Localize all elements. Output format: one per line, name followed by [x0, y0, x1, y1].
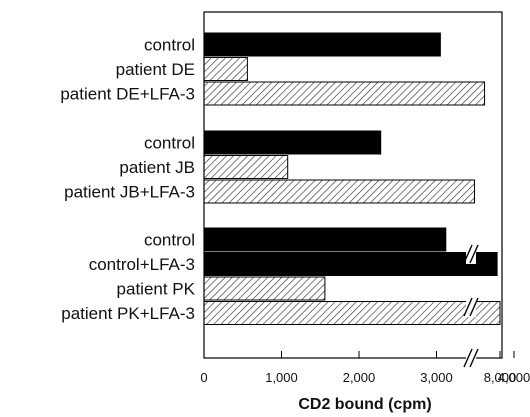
x-tick-label: 3,000 [420, 370, 453, 385]
category-label: control [144, 36, 195, 55]
bar-patient-pk [203, 276, 326, 301]
x-tick-label: 8,000 [484, 370, 517, 385]
bar-patient-jb-lfa-3 [203, 179, 475, 204]
category-label: patient DE+LFA-3 [60, 85, 195, 104]
x-tick-label: 2,000 [343, 370, 376, 385]
category-label: patient DE [116, 60, 195, 79]
axis-break-mark-bar2-gap [466, 297, 476, 317]
bar-patient-de-lfa-3 [203, 81, 486, 106]
bar-patient-jb [203, 155, 289, 179]
category-label: patient PK [117, 280, 196, 299]
category-label: control+LFA-3 [89, 255, 195, 274]
bar-control [203, 32, 441, 57]
plot-frame [203, 11, 503, 359]
category-label: patient JB+LFA-3 [64, 183, 195, 202]
category-label: control [144, 134, 195, 153]
category-label: control [144, 231, 195, 250]
x-tick-label: 1,000 [265, 370, 298, 385]
category-label: patient PK+LFA-3 [61, 304, 195, 323]
category-label: patient JB [119, 158, 195, 177]
bar-control [203, 227, 447, 252]
axis-break-mark-bar1 [463, 244, 479, 264]
axis-break-mark-axis-gap [466, 348, 476, 368]
bar-patient-pk-lfa-3 [203, 301, 501, 325]
axis-break-mark-bar1-gap [466, 244, 476, 264]
x-tick-label: 4,000 [498, 370, 530, 385]
axis-break-mark-bar2 [463, 297, 479, 317]
axis-break-mark-axis [463, 348, 479, 368]
x-axis-label: CD2 bound (cpm) [298, 396, 431, 413]
bar-control-lfa-3 [203, 252, 498, 276]
bar-control [203, 130, 382, 155]
bar-patient-de [203, 57, 248, 81]
x-tick-label: 0 [200, 370, 207, 385]
